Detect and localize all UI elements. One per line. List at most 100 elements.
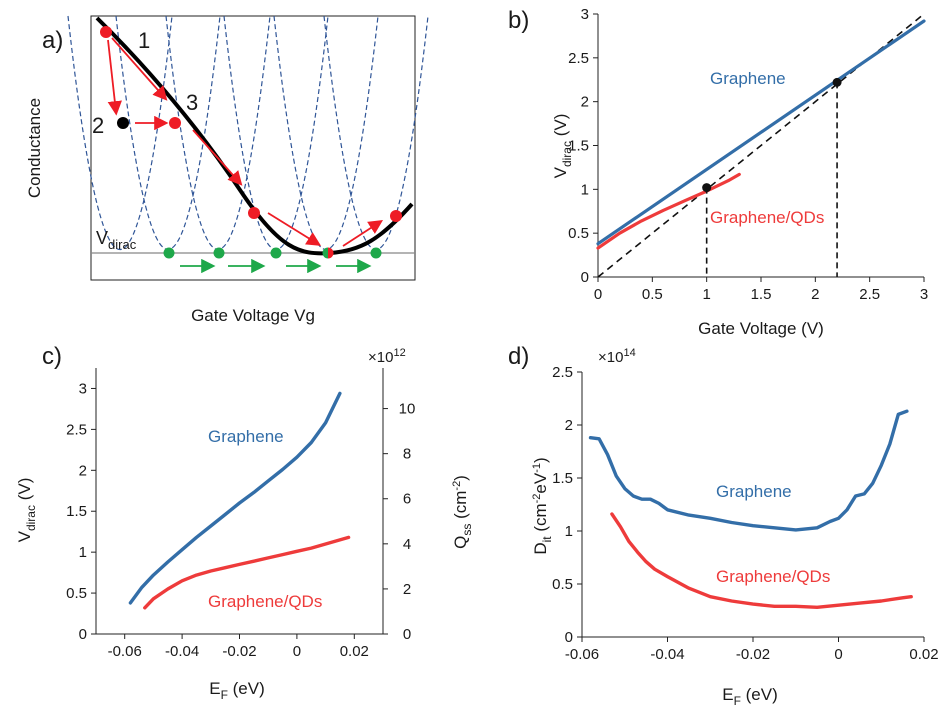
panel-a-ylabel: Conductance bbox=[25, 98, 44, 198]
panel-c-series-label-graphene: Graphene bbox=[208, 427, 284, 446]
y-tick-label: 1.5 bbox=[66, 503, 87, 520]
point-label-2: 2 bbox=[92, 113, 104, 138]
panel-b: b) 0 0.5 1 1.5 2 2.5 3 0 0.5 1 1.5 2 2.5 3 Graphene G… bbox=[508, 6, 928, 338]
panel-d-axes: -0.06 -0.04 -0.02 0 0.02 0 0.5 1 1.5 2 2.5 bbox=[552, 364, 938, 663]
y2-tick-label: 8 bbox=[403, 446, 411, 463]
x-tick-label: -0.04 bbox=[650, 646, 684, 663]
y-tick-label: 0 bbox=[581, 269, 589, 286]
dirac-dashed-curves bbox=[67, 15, 429, 251]
x-tick-label: -0.02 bbox=[736, 646, 770, 663]
y-tick-label: 3 bbox=[79, 380, 87, 397]
x-tick-label: 0 bbox=[834, 646, 842, 663]
y2-tick-label: 10 bbox=[399, 401, 416, 418]
dashed-curve bbox=[323, 15, 429, 251]
panel-c-y2label: Qss (cm-2) bbox=[451, 475, 474, 549]
panel-c-xlabel: EF (eV) bbox=[209, 679, 265, 702]
half-red-point bbox=[328, 247, 334, 259]
panel-a: a) 1 2 3 Vdirac Gate Voltage Vg Conducta… bbox=[25, 15, 429, 325]
x-tick-label: -0.06 bbox=[565, 646, 599, 663]
point-label-3: 3 bbox=[186, 90, 198, 115]
panel-d: d) -0.06 -0.04 -0.02 0 0.02 0 0.5 1 1.5 2 2.5 ×101… bbox=[508, 343, 939, 708]
series-line-graphene bbox=[596, 19, 926, 246]
panel-a-xlabel: Gate Voltage Vg bbox=[191, 306, 315, 325]
panel-c-exponent: ×1012 bbox=[368, 347, 406, 366]
panel-c-plot bbox=[128, 391, 351, 610]
panel-c-ylabel: Vdirac (V) bbox=[15, 478, 38, 543]
vdirac-label: Vdirac bbox=[96, 228, 137, 252]
x-tick-label: -0.02 bbox=[222, 643, 256, 660]
panel-d-series-label-qds: Graphene/QDs bbox=[716, 567, 830, 586]
x-tick-label: 3 bbox=[920, 286, 928, 303]
y2-tick-label: 6 bbox=[403, 491, 411, 508]
dashed-curve bbox=[223, 15, 329, 251]
y-tick-label: 0.5 bbox=[66, 585, 87, 602]
y-tick-label: 0 bbox=[79, 626, 87, 643]
red-arrow bbox=[342, 220, 384, 247]
panel-d-exponent: ×1014 bbox=[598, 347, 636, 366]
y-tick-label: 2 bbox=[581, 94, 589, 111]
series-line-graphene bbox=[588, 409, 909, 532]
panel-b-series-label-qds: Graphene/QDs bbox=[710, 208, 824, 227]
x-tick-label: -0.04 bbox=[165, 643, 199, 660]
series-line-graphene-qds bbox=[143, 535, 351, 610]
red-point bbox=[100, 26, 112, 38]
panel-b-ylabel: Vdirac (V) bbox=[551, 114, 574, 179]
shift-arrows bbox=[107, 37, 384, 274]
y-tick-label: 2.5 bbox=[552, 364, 573, 381]
x-tick-label: -0.06 bbox=[108, 643, 142, 660]
panel-a-frame bbox=[90, 15, 416, 281]
red-arrow bbox=[107, 39, 122, 116]
y-tick-label: 1 bbox=[581, 181, 589, 198]
series-line-graphene bbox=[128, 391, 342, 605]
green-point bbox=[270, 247, 282, 259]
red-arrow bbox=[192, 129, 243, 186]
point-label-1: 1 bbox=[138, 28, 150, 53]
y-tick-label: 1 bbox=[79, 544, 87, 561]
x-tick-label: 2 bbox=[811, 286, 819, 303]
x-tick-label: 0.02 bbox=[340, 643, 369, 660]
half-green-point bbox=[322, 247, 328, 259]
dashed-curve bbox=[273, 15, 379, 251]
marker-point bbox=[832, 77, 842, 87]
panel-c-label: c) bbox=[42, 343, 62, 370]
y-tick-label: 2 bbox=[79, 462, 87, 479]
panel-c-axes: -0.06 -0.04 -0.02 0 0.02 0 0.5 1 1.5 2 2.5 3 0 2 4 6 8 10 bbox=[66, 368, 415, 660]
y2-tick-label: 4 bbox=[403, 536, 411, 553]
green-point bbox=[370, 247, 382, 259]
y-tick-label: 1.5 bbox=[552, 470, 573, 487]
panel-b-label: b) bbox=[508, 7, 529, 34]
series-line-graphene-qds bbox=[610, 512, 913, 609]
x-tick-label: 1 bbox=[702, 286, 710, 303]
black-point bbox=[117, 117, 129, 129]
panel-d-xlabel: EF (eV) bbox=[722, 685, 778, 708]
x-tick-label: 1.5 bbox=[751, 286, 772, 303]
x-tick-label: 2.5 bbox=[859, 286, 880, 303]
red-arrow bbox=[111, 37, 168, 101]
red-arrow bbox=[267, 212, 322, 246]
y-tick-label: 2 bbox=[565, 417, 573, 434]
panel-d-plot bbox=[588, 409, 913, 609]
panel-b-series-label-graphene: Graphene bbox=[710, 69, 786, 88]
green-point bbox=[213, 247, 225, 259]
x-tick-label: 0.02 bbox=[909, 646, 938, 663]
panel-b-axes: 0 0.5 1 1.5 2 2.5 3 0 0.5 1 1.5 2 2.5 3 bbox=[568, 6, 928, 303]
y-tick-label: 0 bbox=[565, 629, 573, 646]
y-tick-label: 2.5 bbox=[66, 421, 87, 438]
panel-c-series-label-qds: Graphene/QDs bbox=[208, 592, 322, 611]
marker-point bbox=[702, 183, 712, 193]
state-points bbox=[100, 26, 402, 259]
green-point bbox=[163, 247, 175, 259]
panel-a-label: a) bbox=[42, 27, 63, 54]
panel-d-series-label-graphene: Graphene bbox=[716, 482, 792, 501]
y2-tick-label: 0 bbox=[403, 626, 411, 643]
y-tick-label: 3 bbox=[581, 6, 589, 23]
y-tick-label: 1.5 bbox=[568, 138, 589, 155]
x-tick-label: 0 bbox=[293, 643, 301, 660]
red-point bbox=[169, 117, 181, 129]
panel-d-label: d) bbox=[508, 343, 529, 370]
x-tick-label: 0.5 bbox=[642, 286, 663, 303]
panel-b-plot bbox=[596, 13, 926, 278]
panel-b-xlabel: Gate Voltage (V) bbox=[698, 319, 824, 338]
panel-d-ylabel: Dit (cm-2eV-1) bbox=[531, 457, 554, 554]
y-tick-label: 2.5 bbox=[568, 50, 589, 67]
